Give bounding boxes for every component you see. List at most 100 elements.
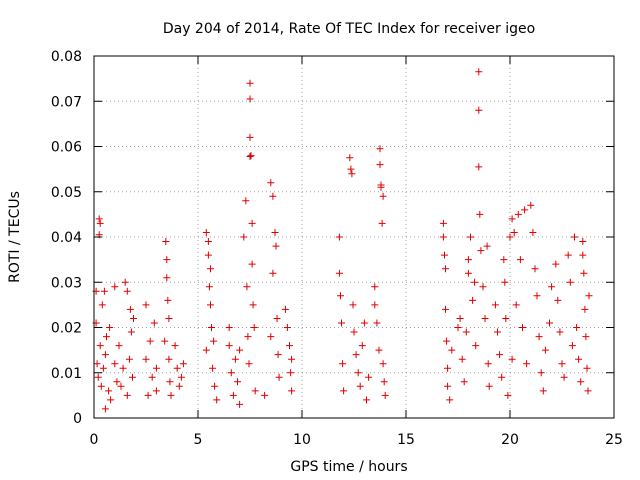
- data-point: [287, 369, 295, 377]
- data-point: [464, 256, 472, 264]
- data-point: [107, 396, 115, 404]
- data-point: [508, 215, 516, 223]
- data-point: [548, 283, 556, 291]
- data-point: [96, 219, 104, 227]
- data-point: [510, 229, 518, 236]
- data-point: [363, 396, 370, 404]
- x-tick-label: 20: [501, 432, 519, 448]
- data-point: [358, 342, 366, 350]
- data-point: [580, 269, 588, 277]
- y-tick-label: 0.04: [51, 230, 82, 246]
- data-point: [97, 382, 105, 390]
- data-point: [202, 346, 210, 354]
- data-point: [243, 283, 251, 291]
- data-point: [376, 145, 384, 153]
- data-point: [204, 238, 212, 245]
- data-point: [485, 382, 493, 390]
- data-point: [93, 360, 101, 368]
- data-point: [494, 328, 501, 336]
- data-point: [205, 283, 213, 291]
- data-point: [242, 197, 250, 205]
- data-point: [439, 233, 447, 241]
- data-point: [579, 251, 587, 259]
- data-point: [541, 346, 549, 354]
- data-point: [529, 229, 537, 236]
- data-point: [125, 355, 133, 363]
- data-point: [111, 360, 119, 368]
- data-point: [246, 95, 254, 103]
- data-point: [498, 373, 506, 381]
- data-point: [508, 355, 516, 363]
- data-point: [376, 161, 384, 169]
- data-point: [471, 278, 479, 286]
- data-point: [272, 242, 280, 250]
- data-point: [373, 319, 381, 327]
- data-point: [506, 233, 514, 241]
- data-point: [512, 301, 520, 309]
- data-point: [152, 364, 160, 372]
- data-point: [275, 373, 283, 381]
- data-point: [444, 382, 452, 390]
- data-point: [152, 387, 160, 395]
- data-point: [454, 324, 462, 331]
- data-point: [246, 153, 254, 160]
- data-point: [251, 387, 259, 395]
- data-point: [514, 210, 522, 218]
- y-tick-label: 0.01: [51, 366, 82, 382]
- data-point: [441, 251, 448, 259]
- y-tick-label: 0.08: [51, 49, 82, 65]
- y-tick-label: 0.02: [51, 321, 82, 337]
- data-point: [204, 251, 212, 259]
- data-point: [148, 373, 156, 381]
- data-point: [117, 382, 125, 390]
- data-point: [240, 233, 248, 241]
- data-point: [163, 256, 171, 264]
- data-point: [269, 192, 277, 200]
- y-tick-label: 0.03: [51, 275, 82, 291]
- data-point: [378, 219, 386, 227]
- data-point: [500, 256, 508, 264]
- data-point: [460, 378, 468, 386]
- data-point: [207, 265, 214, 273]
- data-point: [335, 269, 343, 277]
- x-tick-label: 15: [397, 432, 415, 448]
- x-tick-label: 0: [90, 432, 99, 448]
- data-point: [236, 346, 244, 354]
- data-point: [288, 355, 296, 363]
- data-point: [467, 233, 474, 241]
- data-point: [338, 319, 345, 327]
- data-point: [208, 324, 215, 331]
- data-point: [269, 269, 277, 277]
- data-point: [464, 269, 472, 277]
- data-point: [335, 233, 343, 241]
- data-point: [286, 342, 293, 350]
- data-point: [475, 163, 483, 171]
- data-point: [583, 364, 591, 372]
- data-point: [283, 324, 291, 331]
- data-point: [479, 283, 487, 291]
- data-point: [274, 351, 282, 359]
- data-point: [177, 373, 185, 381]
- data-point: [446, 396, 454, 404]
- data-point: [213, 396, 221, 404]
- data-point: [585, 292, 593, 300]
- data-point: [101, 351, 109, 359]
- data-point: [379, 192, 387, 200]
- data-point: [349, 301, 357, 309]
- data-point: [225, 342, 233, 350]
- data-point: [273, 315, 281, 322]
- data-point: [483, 242, 491, 250]
- data-point: [472, 342, 480, 350]
- data-point: [456, 315, 464, 322]
- data-point: [250, 324, 258, 331]
- data-point: [163, 274, 171, 282]
- data-point: [380, 378, 388, 386]
- data-point: [231, 355, 239, 363]
- data-point: [523, 360, 531, 368]
- data-point: [113, 378, 121, 386]
- data-point: [245, 360, 253, 368]
- data-point: [573, 324, 581, 331]
- data-point: [379, 360, 387, 368]
- data-point: [375, 346, 383, 354]
- data-point: [225, 324, 233, 331]
